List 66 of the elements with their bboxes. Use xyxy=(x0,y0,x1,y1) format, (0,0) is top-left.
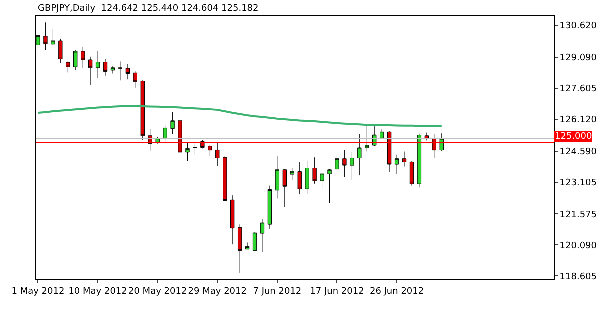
ref-line-label: 125.000 xyxy=(555,132,592,142)
candlestick xyxy=(380,128,384,140)
y-tick-label: 124.590 xyxy=(560,148,598,158)
candlestick xyxy=(193,142,198,156)
candlestick xyxy=(417,134,422,188)
candlestick xyxy=(328,169,332,204)
candlestick xyxy=(387,131,392,173)
candlestick xyxy=(290,168,294,181)
candlestick xyxy=(350,152,354,181)
candlestick xyxy=(358,134,362,176)
x-tick-label: 20 May 2012 xyxy=(128,286,188,297)
candlestick xyxy=(208,144,212,157)
candlestick xyxy=(163,124,168,142)
candlestick xyxy=(275,156,280,199)
y-tick-label: 120.090 xyxy=(560,241,598,252)
candlestick xyxy=(118,61,123,81)
candlestick xyxy=(103,58,108,76)
candlestick xyxy=(305,161,310,195)
candlestick xyxy=(133,70,138,88)
y-tick-label: 127.605 xyxy=(560,84,598,95)
line-series xyxy=(37,105,443,128)
y-tick-label: 123.105 xyxy=(560,178,598,188)
candlestick xyxy=(74,50,78,70)
candlestick xyxy=(312,157,317,184)
candlestick xyxy=(365,124,370,152)
y-tick-label: 126.120 xyxy=(560,116,598,126)
x-tick-label: 17 Jun 2012 xyxy=(310,286,364,297)
x-tick-label: 10 May 2012 xyxy=(68,286,128,297)
y-tick-label: 130.620 xyxy=(560,22,598,32)
candlestick xyxy=(58,38,63,64)
candlestick xyxy=(96,51,100,79)
candlestick xyxy=(335,154,340,170)
candlestick xyxy=(66,60,70,73)
candlestick xyxy=(320,172,324,190)
x-tick-label: 7 Jun 2012 xyxy=(253,286,302,297)
x-tick-label: 26 Jun 2012 xyxy=(370,286,424,297)
y-tick-label: 129.090 xyxy=(560,54,598,64)
candlestick xyxy=(298,162,302,195)
candlestick xyxy=(410,161,414,186)
candlestick xyxy=(282,169,287,208)
candlestick xyxy=(44,22,48,50)
candlestick xyxy=(238,224,242,274)
x-tick-label: 29 May 2012 xyxy=(188,286,247,297)
candlestick xyxy=(126,64,130,80)
y-tick-label: 121.575 xyxy=(560,210,598,220)
candlestick xyxy=(178,120,182,158)
candlestick xyxy=(88,56,93,86)
candlestick xyxy=(81,47,86,68)
chart-title: GBPJPY,Daily 124.642 125.440 124.604 125.182 xyxy=(38,4,259,14)
candlestick xyxy=(51,29,56,46)
candlestick xyxy=(223,156,228,202)
candlestick xyxy=(342,150,347,178)
candlestick xyxy=(140,80,145,140)
candlestick xyxy=(230,195,235,245)
candlestick xyxy=(216,142,220,166)
candlestick xyxy=(402,152,407,168)
candlestick xyxy=(110,66,116,74)
candlestick xyxy=(268,186,272,230)
candlestick xyxy=(186,142,190,162)
candlestick xyxy=(394,154,400,174)
x-tick-label: 1 May 2012 xyxy=(12,286,65,297)
candlestick xyxy=(170,112,175,135)
candlestick xyxy=(252,232,258,252)
candlestick xyxy=(245,242,250,250)
y-tick-label: 118.605 xyxy=(560,272,598,282)
candlestick xyxy=(260,218,265,252)
